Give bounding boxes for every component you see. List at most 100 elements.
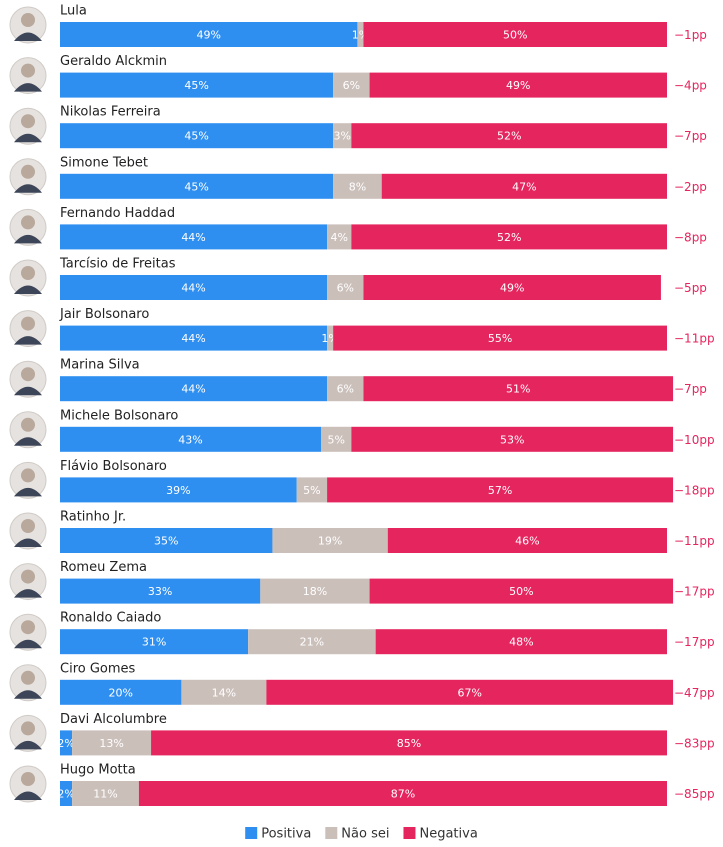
value-label: 2% [57, 788, 74, 801]
value-label: 33% [148, 585, 172, 598]
bar-segment [375, 629, 667, 655]
difference-label: −7pp [674, 382, 707, 396]
bar-segment [387, 528, 667, 553]
bar-segment [327, 275, 364, 300]
row-label: Geraldo Alckmin [60, 54, 167, 69]
bar-segment [60, 123, 334, 149]
difference-label: −7pp [674, 129, 707, 143]
avatar-head [21, 114, 35, 129]
bar-segment [60, 528, 273, 553]
bar-segment [60, 224, 328, 250]
avatar-head [21, 13, 35, 27]
bar-segment [381, 173, 667, 199]
avatar-head [21, 468, 35, 483]
bar-segment [266, 679, 674, 705]
value-label: 44% [181, 383, 205, 396]
bar-segment [327, 325, 334, 351]
bar-segment [248, 629, 376, 655]
value-label: 55% [488, 332, 512, 345]
value-label: 6% [343, 79, 360, 92]
avatar-head [21, 772, 35, 786]
row-label: Jair Bolsonaro [59, 307, 149, 322]
avatar-body [14, 32, 42, 41]
row-label: Marina Silva [60, 358, 140, 373]
bar-segment [333, 72, 370, 98]
value-label: 5% [303, 484, 320, 497]
value-label: 8% [349, 180, 366, 193]
value-label: 57% [488, 484, 512, 497]
value-label: 44% [181, 231, 205, 244]
bar-segment [260, 578, 370, 604]
value-label: 48% [509, 636, 533, 649]
bar-segment [60, 72, 334, 98]
row-label: Simone Tebet [60, 155, 148, 170]
bar-segment [72, 781, 139, 806]
value-label: 51% [506, 383, 530, 396]
value-label: 52% [497, 130, 521, 143]
avatar-body [14, 437, 42, 446]
row-label: Ronaldo Caiado [60, 611, 161, 626]
difference-label: −2pp [674, 180, 707, 194]
bar-segment [321, 426, 352, 452]
value-label: 39% [166, 484, 190, 497]
value-label: 67% [457, 686, 481, 699]
row-label: Flávio Bolsonaro [60, 459, 167, 474]
value-label: 11% [93, 788, 117, 801]
difference-label: −11pp [674, 534, 715, 548]
value-label: 49% [196, 29, 220, 42]
value-label: 45% [184, 180, 208, 193]
avatar-body [14, 487, 42, 497]
value-label: 85% [397, 737, 421, 750]
row-label: Lula [60, 4, 87, 19]
value-label: 44% [181, 332, 205, 345]
bar-segment [60, 376, 328, 402]
bar-segment [351, 224, 667, 250]
bar-segment [333, 173, 382, 199]
avatar-body [14, 740, 42, 750]
avatar-body [14, 184, 42, 193]
bar-segment [363, 22, 667, 47]
bar-segment [60, 781, 73, 806]
legend: Positiva Não sei Negativa [245, 827, 478, 842]
avatar-body [14, 336, 42, 345]
difference-label: −83pp [674, 736, 715, 750]
bar-segment [369, 72, 667, 98]
avatar-body [14, 234, 42, 244]
bar-segment [327, 376, 364, 402]
row-label: Nikolas Ferreira [60, 105, 161, 120]
difference-label: −1pp [674, 28, 707, 42]
avatar-head [21, 620, 35, 635]
legend-label: Não sei [341, 827, 389, 842]
bar-segment [351, 426, 674, 452]
avatar-body [14, 83, 42, 92]
value-label: 6% [337, 282, 354, 295]
difference-label: −11pp [674, 332, 715, 346]
value-label: 43% [178, 433, 202, 446]
avatar-head [21, 215, 35, 230]
difference-label: −8pp [674, 230, 707, 244]
value-label: 14% [212, 686, 236, 699]
avatar-head [21, 63, 35, 78]
bar-segment [60, 275, 328, 300]
row-label: Michele Bolsonaro [60, 408, 178, 423]
avatar-head [21, 670, 35, 685]
value-label: 35% [154, 535, 178, 548]
bar-segment [60, 629, 249, 655]
value-label: 49% [506, 79, 530, 92]
value-label: 87% [391, 788, 415, 801]
value-label: 5% [327, 433, 344, 446]
bar-segment [72, 730, 152, 756]
avatar-head [21, 266, 35, 280]
bar-segment [181, 679, 267, 705]
bar-segment [60, 173, 334, 199]
avatar-body [14, 589, 42, 598]
value-label: 18% [303, 585, 327, 598]
value-label: 50% [509, 585, 533, 598]
bar-segment [357, 22, 364, 47]
value-label: 19% [318, 535, 342, 548]
value-label: 31% [142, 636, 166, 649]
avatar-body [14, 791, 42, 800]
bar-segment [151, 730, 668, 756]
difference-label: −10pp [674, 433, 715, 447]
